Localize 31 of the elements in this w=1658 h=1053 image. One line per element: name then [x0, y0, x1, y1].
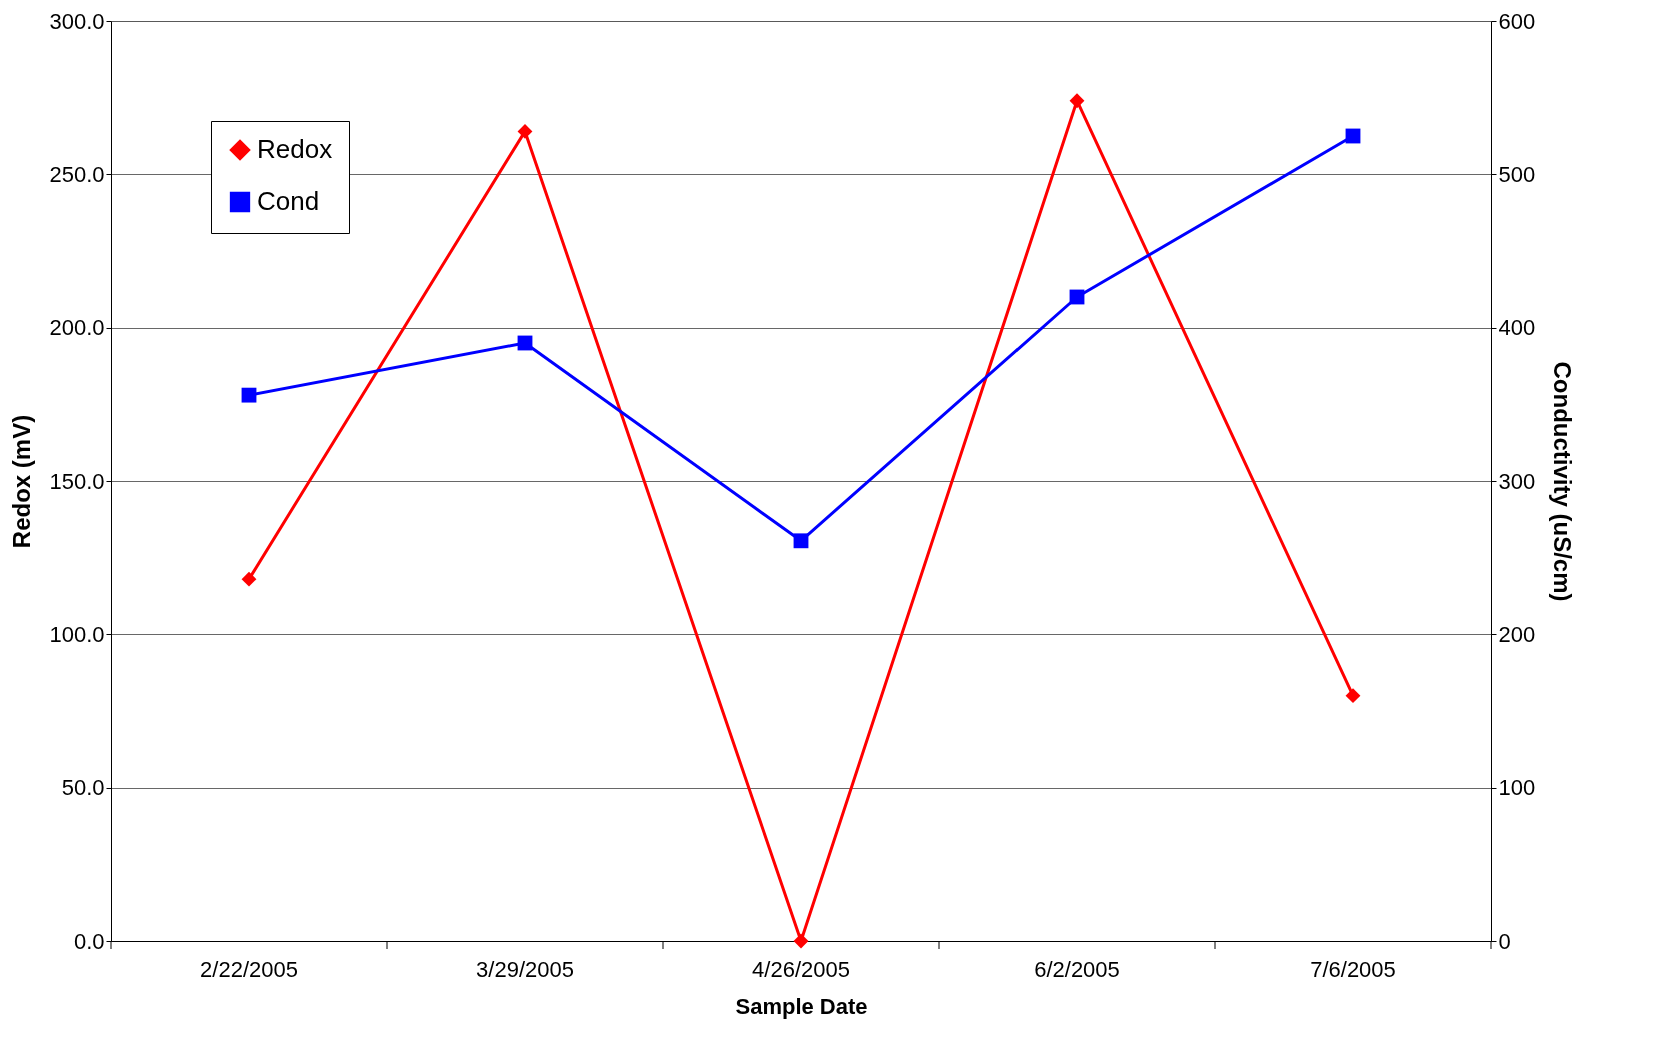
point — [1069, 93, 1085, 109]
legend-label: Cond — [257, 186, 320, 216]
y-tick-label: 250.0 — [49, 161, 105, 187]
y-tick-label: 300.0 — [49, 8, 105, 34]
y-tick-label: 100.0 — [49, 621, 105, 647]
y2-tick-label: 500 — [1498, 161, 1536, 187]
y2-tick-label: 600 — [1498, 8, 1536, 34]
x-tick-label: 6/2/2005 — [1034, 956, 1120, 982]
point — [241, 571, 257, 587]
y-tick-label: 150.0 — [49, 468, 105, 494]
x-tick-label: 7/6/2005 — [1310, 956, 1396, 982]
y2-tick-label: 0 — [1498, 928, 1511, 954]
legend-label: Redox — [257, 134, 333, 164]
y-tick-label: 50.0 — [61, 775, 105, 801]
x-tick-label: 4/26/2005 — [752, 956, 850, 982]
y-tick-label: 200.0 — [49, 315, 105, 341]
x-axis-title: Sample Date — [735, 993, 868, 1019]
y2-tick-label: 400 — [1498, 315, 1536, 341]
point — [793, 933, 809, 949]
y2-tick-label: 300 — [1498, 468, 1536, 494]
y2-axis-title: Conductivity (uS/cm) — [1549, 361, 1577, 602]
x-tick-label: 3/29/2005 — [476, 956, 574, 982]
y2-tick-label: 100 — [1498, 775, 1536, 801]
y-tick-label: 0.0 — [73, 928, 105, 954]
y2-tick-label: 200 — [1498, 621, 1536, 647]
point — [241, 387, 257, 403]
x-tick-label: 2/22/2005 — [200, 956, 298, 982]
point — [517, 123, 533, 139]
y-axis-title: Redox (mV) — [8, 414, 36, 549]
point — [1345, 688, 1361, 704]
point — [793, 533, 809, 549]
